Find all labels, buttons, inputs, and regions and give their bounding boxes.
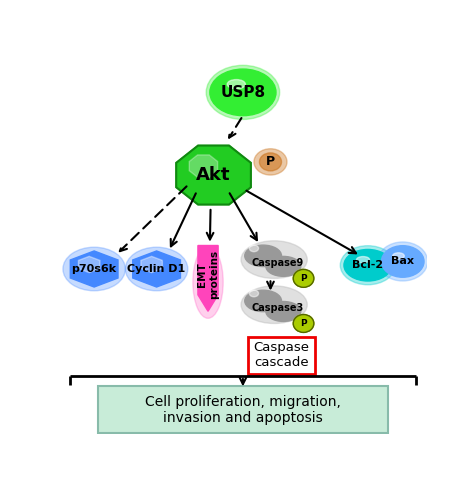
Text: Caspase3: Caspase3 [252,304,304,313]
Ellipse shape [266,302,301,322]
Ellipse shape [293,315,314,332]
Polygon shape [133,251,181,287]
Text: EMT
proteins: EMT proteins [197,250,219,299]
Ellipse shape [356,257,370,263]
Text: p70s6k: p70s6k [72,264,117,274]
Polygon shape [79,256,100,273]
Ellipse shape [378,242,428,281]
Text: P: P [300,274,307,283]
Ellipse shape [206,65,280,120]
Polygon shape [176,145,251,204]
Ellipse shape [266,256,301,276]
FancyBboxPatch shape [247,337,316,374]
Text: Caspase
cascade: Caspase cascade [254,342,310,369]
Polygon shape [141,256,163,273]
Text: Caspase9: Caspase9 [252,258,304,268]
Text: P: P [266,155,275,168]
Ellipse shape [227,80,246,89]
Text: P: P [300,319,307,328]
Ellipse shape [259,153,282,171]
Ellipse shape [249,290,258,297]
Polygon shape [70,251,118,287]
Text: Cyclin D1: Cyclin D1 [128,264,186,274]
Text: Cell proliferation, migration,
invasion and apoptosis: Cell proliferation, migration, invasion … [145,395,341,425]
Ellipse shape [392,253,404,259]
FancyBboxPatch shape [98,386,388,433]
Ellipse shape [63,247,125,291]
Ellipse shape [241,286,307,324]
Ellipse shape [241,241,307,278]
Polygon shape [189,155,218,177]
Ellipse shape [245,290,282,312]
Ellipse shape [210,69,276,116]
Ellipse shape [125,247,188,291]
Text: Akt: Akt [196,166,231,184]
Ellipse shape [382,245,424,277]
Ellipse shape [249,245,258,252]
Text: USP8: USP8 [220,85,265,100]
Text: Bax: Bax [391,257,414,266]
Polygon shape [198,245,218,311]
Ellipse shape [340,245,395,285]
Ellipse shape [293,269,314,287]
Ellipse shape [193,246,223,318]
Ellipse shape [254,149,287,175]
Ellipse shape [344,249,392,281]
Ellipse shape [245,245,282,266]
Text: Bcl-2: Bcl-2 [352,260,383,270]
